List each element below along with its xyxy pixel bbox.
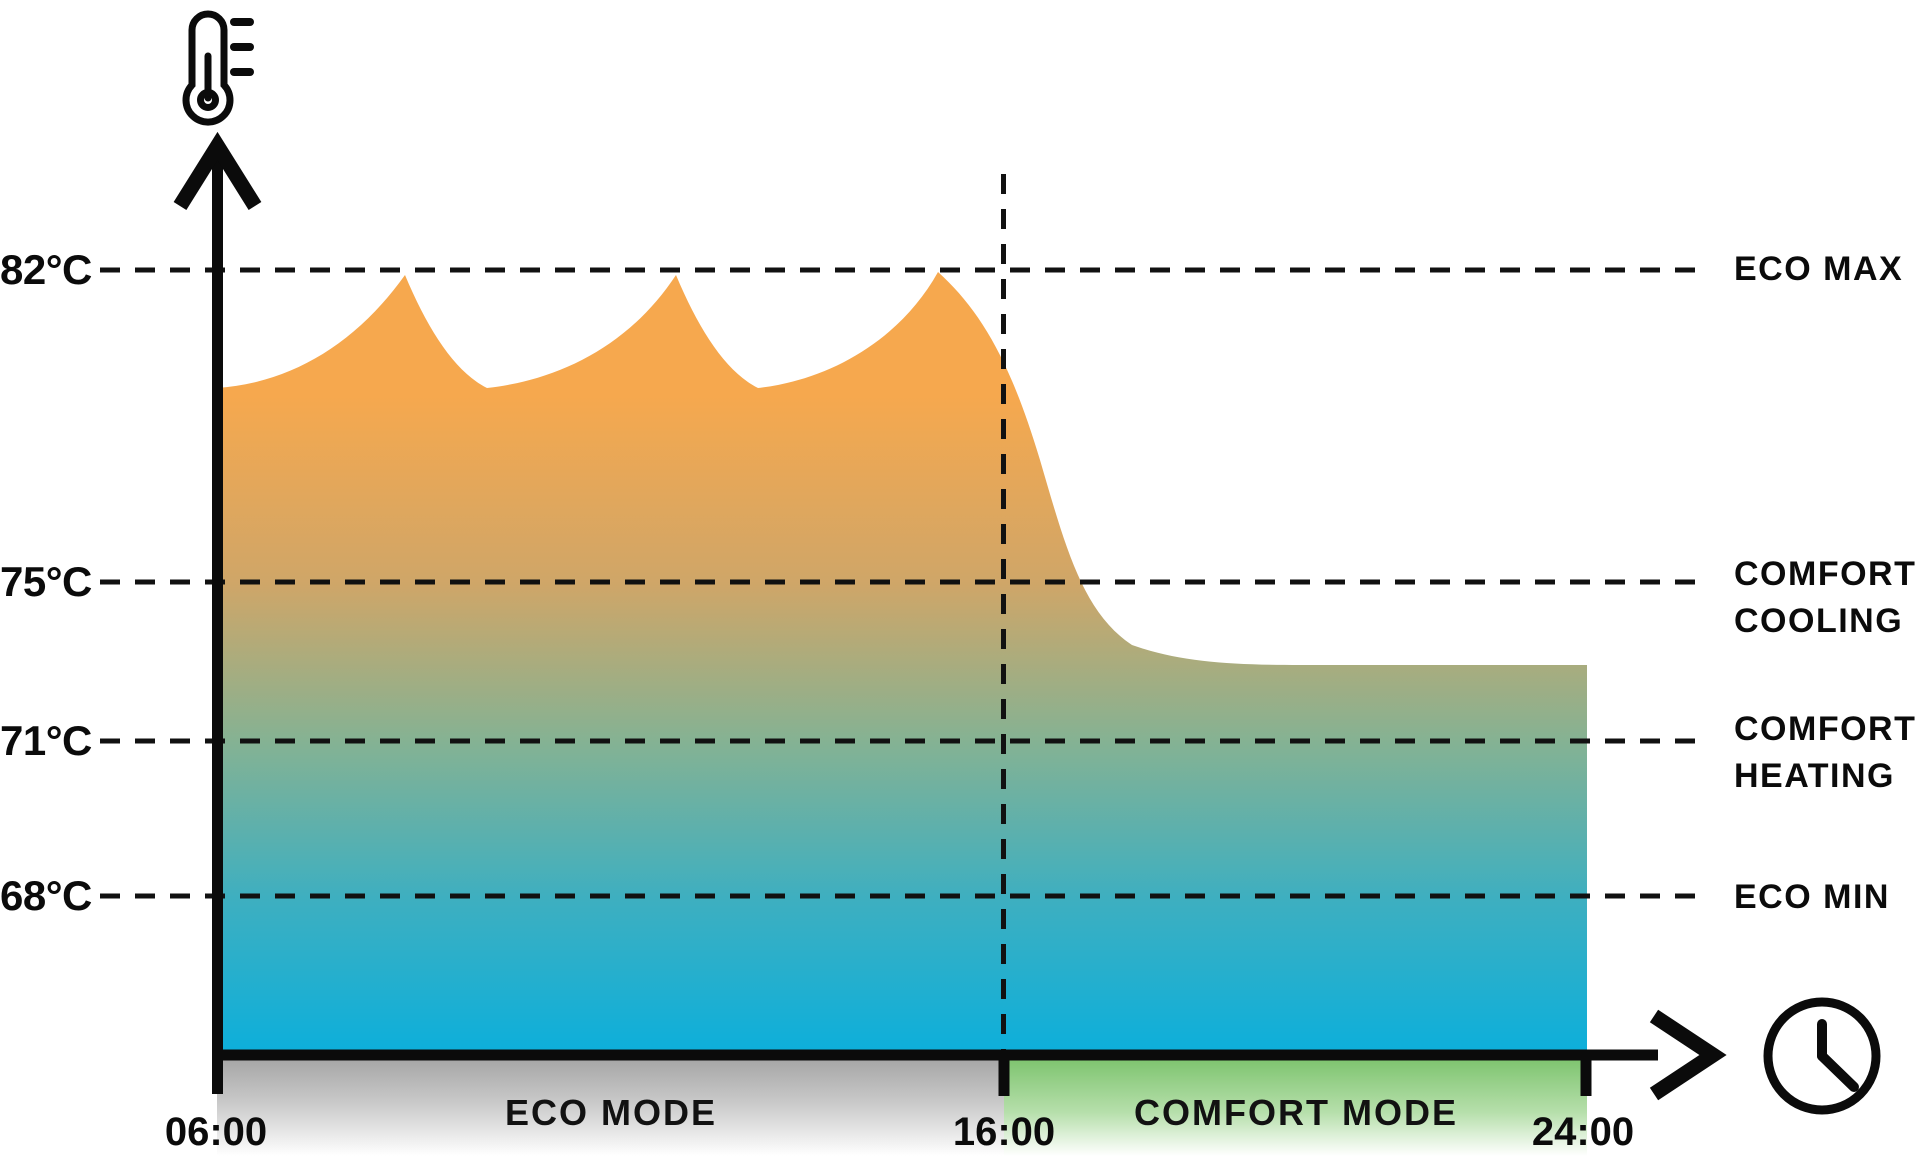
y-label-68c: 68°C xyxy=(0,872,92,919)
clock-icon xyxy=(1763,997,1881,1115)
eco-mode-label: ECO MODE xyxy=(504,1092,717,1133)
thermometer-scale-ticks xyxy=(230,18,254,76)
y-label-71c: 71°C xyxy=(0,717,92,764)
comfort-mode-label: COMFORT MODE xyxy=(1134,1092,1458,1133)
temperature-area-series xyxy=(217,272,1587,1055)
y-axis-arrowhead xyxy=(173,131,262,210)
axes xyxy=(173,131,1727,1101)
comfort-mode-band xyxy=(1004,1059,1587,1156)
reference-grid xyxy=(100,174,1706,1053)
eco-mode-band xyxy=(217,1059,1004,1156)
x-label-0600: 06:00 xyxy=(164,1110,268,1154)
label-eco-min: ECO MIN xyxy=(1734,878,1890,916)
x-label-2400: 24:00 xyxy=(1531,1110,1635,1154)
y-label-75c: 75°C xyxy=(0,558,92,605)
thermometer-icon xyxy=(182,10,254,126)
x-label-1600: 16:00 xyxy=(952,1110,1056,1154)
label-comfort-cooling: COMFORT COOLING xyxy=(1734,555,1917,640)
x-axis-arrowhead xyxy=(1649,1009,1727,1101)
label-comfort-heating: COMFORT HEATING xyxy=(1734,710,1917,795)
y-label-82c: 82°C xyxy=(0,246,92,293)
label-eco-max: ECO MAX xyxy=(1734,250,1904,288)
